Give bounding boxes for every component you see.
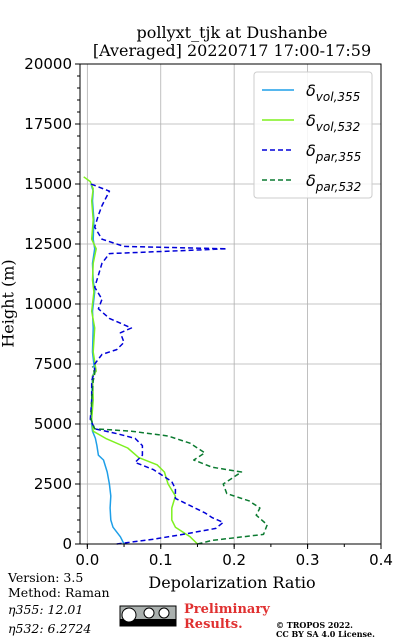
cc-license-badge: [119, 605, 177, 627]
eta532-text: η532: 6.2724: [8, 621, 92, 636]
preliminary-text: Preliminary: [184, 602, 270, 617]
chart-title-line1: pollyxt_tjk at Dushanbe: [136, 23, 328, 42]
eta355-text: η355: 12.01: [8, 602, 84, 617]
series-line-par532: [90, 366, 268, 545]
y-tick-label: 0: [62, 535, 72, 553]
x-tick-label: 0.4: [369, 551, 393, 569]
y-tick-label: 7500: [34, 355, 72, 373]
y-tick-label: 20000: [24, 55, 72, 73]
legend: δvol,355 δvol,532 δpar,355 δpar,532: [253, 71, 373, 199]
y-tick-label: 2500: [34, 475, 72, 493]
series-lines: [83, 176, 268, 545]
method-text: Method: Raman: [8, 585, 110, 600]
results-text: Results.: [184, 617, 243, 632]
y-tick-label: 5000: [34, 415, 72, 433]
chart-title-line2: [Averaged] 20220717 17:00-17:59: [92, 41, 372, 60]
x-tick-label: 0.0: [75, 551, 99, 569]
x-tick-label: 0.3: [296, 551, 320, 569]
series-line-vol532: [83, 176, 199, 545]
version-text: Version: 3.5: [8, 570, 84, 585]
legend-label-par355: δpar,355: [306, 141, 361, 164]
legend-box: [253, 71, 373, 199]
copyright-text: © TROPOS 2022.: [276, 620, 353, 630]
y-tick-label: 10000: [24, 295, 72, 313]
y-axis-label: Height (m): [0, 259, 18, 348]
series-line-par355: [89, 183, 228, 545]
legend-label-vol355: δvol,355: [306, 81, 360, 104]
legend-label-par532: δpar,532: [306, 171, 361, 194]
license-text: CC BY SA 4.0 License.: [276, 629, 375, 639]
x-axis-label: Depolarization Ratio: [148, 573, 316, 592]
y-tick-label: 15000: [24, 175, 72, 193]
legend-label-vol532: δvol,532: [306, 111, 360, 134]
y-tick-label: 12500: [24, 235, 72, 253]
x-tick-label: 0.1: [149, 551, 173, 569]
y-tick-label: 17500: [24, 115, 72, 133]
axis-ticks: 0.0 0.1 0.2 0.3 0.4 0 2500 5000 7500 10000 12500 15…: [24, 55, 393, 569]
x-tick-label: 0.2: [222, 551, 246, 569]
